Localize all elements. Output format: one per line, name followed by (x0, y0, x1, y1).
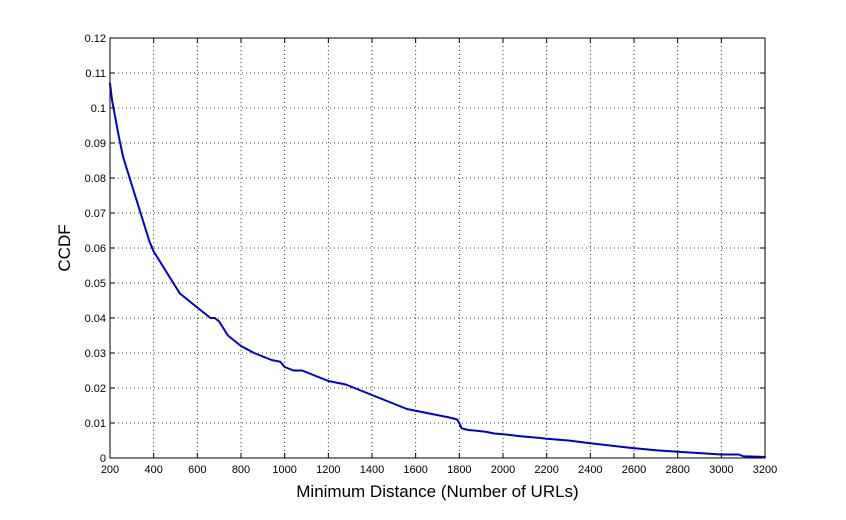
x-tick-label: 2800 (665, 464, 689, 476)
x-tick-label: 2200 (534, 464, 558, 476)
x-tick-label: 1200 (316, 464, 340, 476)
y-tick-label: 0.05 (85, 278, 106, 290)
y-tick-label: 0.1 (91, 103, 106, 115)
series-layer (109, 82, 766, 458)
y-tick-label: 0.09 (85, 138, 106, 150)
y-tick-label: 0.11 (85, 68, 106, 80)
x-tick-label: 1000 (272, 464, 296, 476)
x-axis-title: Minimum Distance (Number of URLs) (296, 482, 578, 501)
x-tick-label: 2000 (491, 464, 515, 476)
x-tick-label: 2600 (622, 464, 646, 476)
y-tick-label: 0.07 (85, 208, 106, 220)
y-tick-label: 0.06 (85, 243, 106, 255)
x-tick-label: 400 (144, 464, 162, 476)
x-tick-label: 1800 (447, 464, 471, 476)
y-tick-label: 0.03 (85, 348, 106, 360)
x-tick-label: 200 (101, 464, 119, 476)
x-tick-label: 1400 (360, 464, 384, 476)
y-tick-label: 0.02 (85, 383, 106, 395)
ccdf-series-line (109, 82, 766, 458)
y-tick-label: 0.08 (85, 173, 106, 185)
y-tick-label: 0.04 (85, 313, 106, 325)
x-tick-label: 1600 (403, 464, 427, 476)
y-tick-label: 0 (100, 453, 106, 465)
x-tick-label: 2400 (578, 464, 602, 476)
y-axis-title: CCDF (55, 224, 74, 271)
y-tick-label: 0.01 (85, 418, 106, 430)
tick-layer (109, 37, 766, 459)
x-tick-label: 600 (188, 464, 206, 476)
y-tick-label: 0.12 (85, 33, 106, 45)
tick-label-layer: 200 400 600 800 1000 1200 1400 1600 1800 2000 2200… (85, 33, 778, 476)
grid-layer (110, 38, 765, 458)
x-tick-label: 3000 (709, 464, 733, 476)
x-tick-label: 800 (232, 464, 250, 476)
x-tick-label: 3200 (753, 464, 777, 476)
